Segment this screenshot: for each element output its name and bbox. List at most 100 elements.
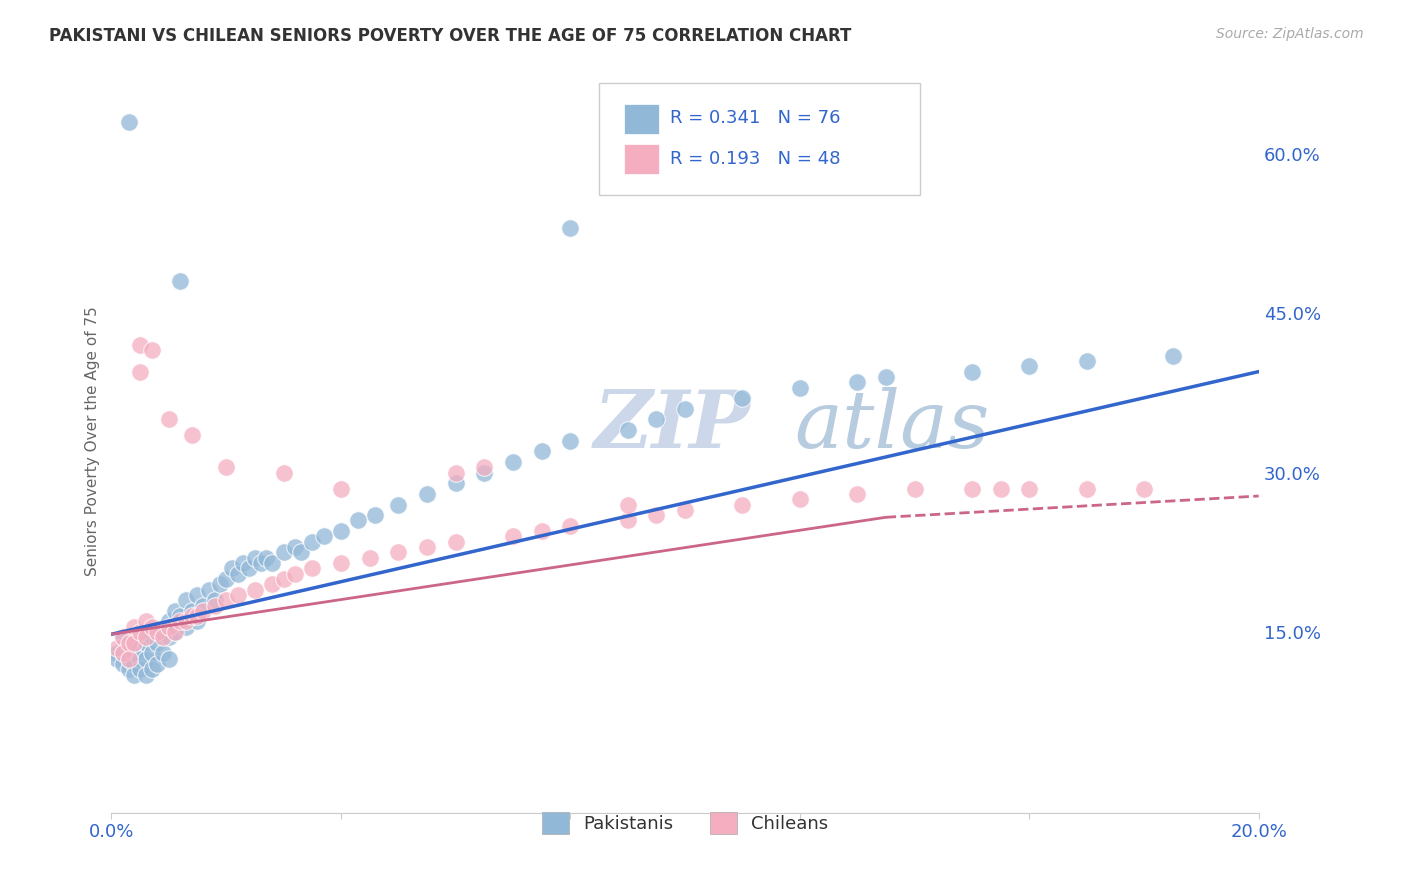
Point xyxy=(560,434,582,448)
Point xyxy=(616,423,638,437)
Point xyxy=(560,518,582,533)
Point xyxy=(846,376,869,390)
Point xyxy=(329,556,352,570)
Point xyxy=(530,444,553,458)
Point xyxy=(875,370,897,384)
Point xyxy=(273,545,295,559)
Point xyxy=(124,657,146,671)
Point xyxy=(673,401,696,416)
Text: PAKISTANI VS CHILEAN SENIORS POVERTY OVER THE AGE OF 75 CORRELATION CHART: PAKISTANI VS CHILEAN SENIORS POVERTY OVE… xyxy=(49,27,852,45)
Point xyxy=(124,667,146,681)
Point xyxy=(117,662,139,676)
Point xyxy=(960,365,983,379)
Point xyxy=(135,667,157,681)
Point xyxy=(387,498,409,512)
Point xyxy=(238,561,260,575)
Point xyxy=(960,482,983,496)
Point xyxy=(180,604,202,618)
Point xyxy=(111,631,134,645)
Point xyxy=(152,631,174,645)
Point xyxy=(273,466,295,480)
Point xyxy=(135,636,157,650)
Point xyxy=(1076,354,1098,368)
Text: R = 0.341   N = 76: R = 0.341 N = 76 xyxy=(671,109,841,127)
Point xyxy=(129,651,152,665)
Point xyxy=(105,641,128,656)
Point xyxy=(186,609,208,624)
Point xyxy=(117,114,139,128)
Point xyxy=(198,582,221,597)
Point xyxy=(209,577,232,591)
Text: R = 0.193   N = 48: R = 0.193 N = 48 xyxy=(671,151,841,169)
Point xyxy=(152,647,174,661)
Point xyxy=(789,492,811,507)
Point xyxy=(1161,349,1184,363)
Point xyxy=(359,550,381,565)
Point xyxy=(1076,482,1098,496)
Text: ZIP: ZIP xyxy=(593,387,751,465)
Point xyxy=(152,625,174,640)
Point xyxy=(243,550,266,565)
Point xyxy=(111,657,134,671)
Point xyxy=(141,647,163,661)
Point xyxy=(163,625,186,640)
Point xyxy=(180,609,202,624)
Point xyxy=(129,641,152,656)
Point xyxy=(260,556,283,570)
Point xyxy=(163,604,186,618)
Point xyxy=(193,599,215,613)
Point xyxy=(444,534,467,549)
Y-axis label: Seniors Poverty Over the Age of 75: Seniors Poverty Over the Age of 75 xyxy=(86,306,100,575)
Point xyxy=(169,274,191,288)
Point xyxy=(1018,482,1040,496)
Point xyxy=(301,561,323,575)
FancyBboxPatch shape xyxy=(624,145,658,174)
Point xyxy=(846,487,869,501)
Point xyxy=(254,550,277,565)
Point xyxy=(141,620,163,634)
Point xyxy=(180,428,202,442)
Point xyxy=(141,662,163,676)
Point xyxy=(146,636,169,650)
FancyBboxPatch shape xyxy=(624,104,658,134)
Point xyxy=(135,631,157,645)
Point xyxy=(284,540,307,554)
Point xyxy=(645,412,668,426)
Point xyxy=(387,545,409,559)
Point xyxy=(215,572,238,586)
Point xyxy=(789,380,811,394)
Point xyxy=(129,625,152,640)
Point xyxy=(117,636,139,650)
Point xyxy=(135,651,157,665)
Point xyxy=(169,609,191,624)
Point xyxy=(129,662,152,676)
Point xyxy=(903,482,925,496)
Point xyxy=(129,631,152,645)
Point xyxy=(174,593,197,607)
Point xyxy=(111,647,134,661)
Point xyxy=(204,599,226,613)
Point xyxy=(146,625,169,640)
Point xyxy=(129,365,152,379)
Point xyxy=(226,588,249,602)
Point xyxy=(616,498,638,512)
Point xyxy=(169,615,191,629)
Point xyxy=(124,636,146,650)
Point xyxy=(284,566,307,581)
Point xyxy=(157,615,180,629)
Point xyxy=(990,482,1012,496)
FancyBboxPatch shape xyxy=(599,84,921,195)
Point xyxy=(157,412,180,426)
Point xyxy=(416,540,439,554)
Point xyxy=(243,582,266,597)
Point xyxy=(312,529,335,543)
Point xyxy=(174,620,197,634)
Point xyxy=(530,524,553,538)
Point xyxy=(135,615,157,629)
Point xyxy=(117,651,139,665)
Point xyxy=(141,631,163,645)
Point xyxy=(111,631,134,645)
Point xyxy=(560,221,582,235)
Point xyxy=(249,556,271,570)
Point xyxy=(157,631,180,645)
